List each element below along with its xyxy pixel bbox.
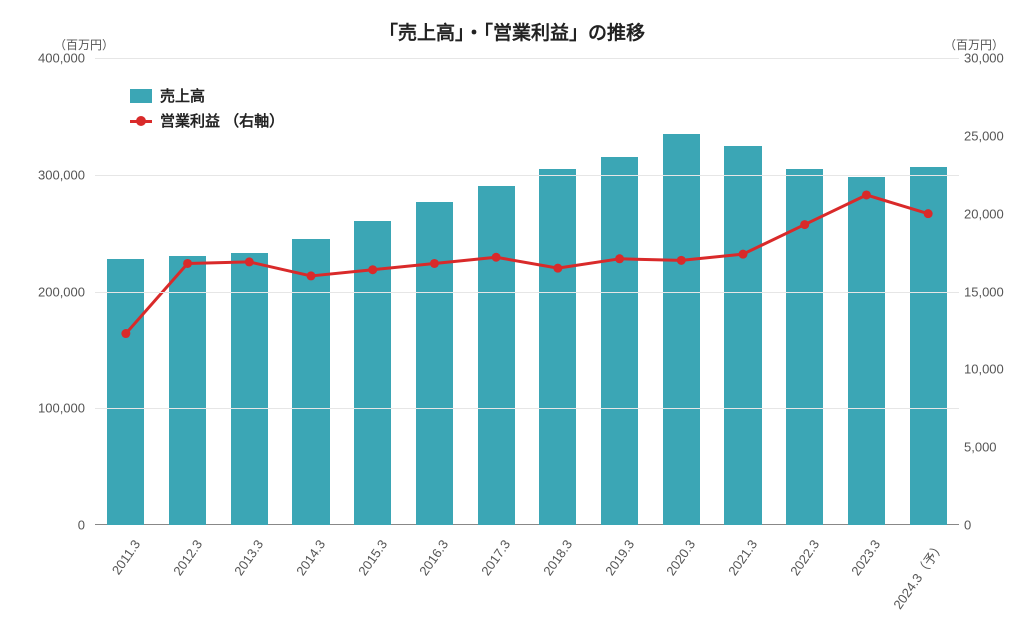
profit-marker	[924, 209, 933, 218]
profit-marker	[368, 265, 377, 274]
x-tick-label: 2023.3	[849, 537, 884, 578]
profit-marker	[862, 190, 871, 199]
profit-marker	[307, 271, 316, 280]
y-left-tick-label: 200,000	[15, 284, 85, 299]
y-right-tick-label: 5,000	[964, 440, 1024, 455]
legend-swatch-bar	[130, 89, 152, 103]
x-tick-label: 2016.3	[417, 537, 452, 578]
y-right-tick-label: 10,000	[964, 362, 1024, 377]
profit-marker	[677, 256, 686, 265]
y-right-tick-label: 20,000	[964, 206, 1024, 221]
profit-marker	[615, 254, 624, 263]
gridline-left	[95, 408, 959, 409]
gridline-left	[95, 58, 959, 59]
profit-marker	[430, 259, 439, 268]
gridline-left	[95, 292, 959, 293]
profit-marker	[492, 253, 501, 262]
x-tick-label: 2021.3	[725, 537, 760, 578]
y-right-tick-label: 25,000	[964, 128, 1024, 143]
x-tick-label: 2011.3	[109, 537, 144, 577]
x-tick-label: 2012.3	[170, 537, 205, 578]
profit-marker	[121, 329, 130, 338]
x-tick-label: 2020.3	[663, 537, 698, 578]
x-tick-label: 2014.3	[293, 537, 328, 578]
y-left-tick-label: 100,000	[15, 401, 85, 416]
y-right-tick-label: 30,000	[964, 51, 1024, 66]
profit-marker	[553, 264, 562, 273]
legend-label-bars: 売上高	[160, 85, 205, 106]
y-right-tick-label: 15,000	[964, 284, 1024, 299]
y-right-tick-label: 0	[964, 518, 1024, 533]
legend-swatch-line	[130, 114, 152, 128]
profit-marker	[183, 259, 192, 268]
profit-marker	[800, 220, 809, 229]
x-tick-label: 2024.3（予）	[888, 537, 949, 612]
legend-label-line: 営業利益 （右軸）	[160, 110, 284, 131]
x-tick-label: 2022.3	[787, 537, 822, 578]
y-left-tick-label: 400,000	[15, 51, 85, 66]
revenue-profit-chart: 「売上高」・「営業利益」の推移 （百万円） （百万円） 0100,000200,…	[0, 0, 1024, 630]
legend-item-line: 営業利益 （右軸）	[130, 110, 284, 131]
y-left-tick-label: 300,000	[15, 167, 85, 182]
gridline-left	[95, 175, 959, 176]
x-tick-label: 2015.3	[355, 537, 390, 578]
profit-marker	[245, 257, 254, 266]
x-tick-label: 2018.3	[540, 537, 575, 578]
chart-title: 「売上高」・「営業利益」の推移	[0, 18, 1024, 45]
profit-marker	[739, 250, 748, 259]
legend-item-bars: 売上高	[130, 85, 284, 106]
legend: 売上高 営業利益 （右軸）	[130, 85, 284, 135]
x-tick-label: 2017.3	[478, 537, 513, 578]
x-tick-label: 2019.3	[602, 537, 637, 578]
x-tick-label: 2013.3	[231, 537, 266, 578]
y-left-tick-label: 0	[15, 518, 85, 533]
